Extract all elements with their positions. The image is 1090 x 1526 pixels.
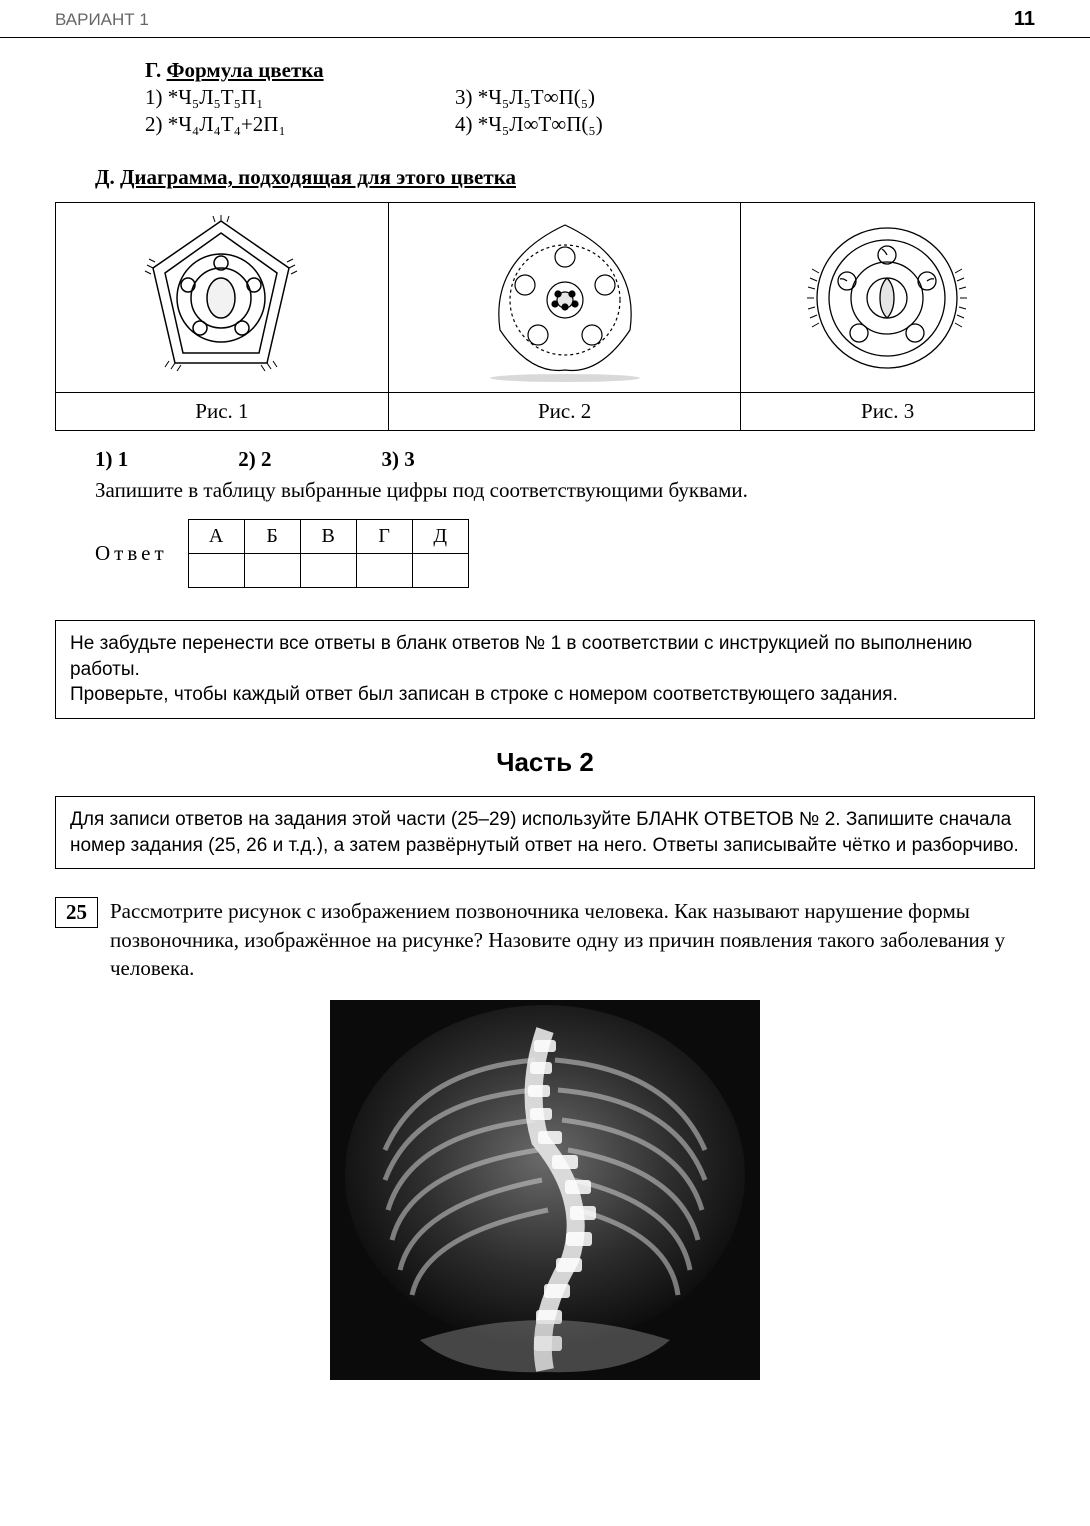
col-d: Д (412, 520, 468, 554)
answer-table: А Б В Г Д (188, 519, 469, 588)
choice-1: 1) 1 (95, 447, 128, 472)
diagram-table: Рис. 1 Рис. 2 Рис. 3 (55, 202, 1035, 431)
answer-header-row: А Б В Г Д (188, 520, 468, 554)
page-body: Г. Формула цветка 1) *Ч₅Л₅Т₅П₁ 3) *Ч₅Л₅Т… (0, 58, 1090, 1420)
task-25: 25 Рассмотрите рисунок с изображением по… (55, 897, 1035, 982)
page-number: 11 (1014, 8, 1035, 31)
f2-text: *Ч₄Л₄Т₄+2П₁ (168, 112, 286, 136)
answer-label: Ответ (95, 541, 168, 566)
f1-num: 1) (145, 85, 168, 109)
section-g-title: Г. Формула цветка (145, 58, 1035, 83)
col-g: Г (356, 520, 412, 554)
f2-num: 2) (145, 112, 168, 136)
col-b: Б (244, 520, 300, 554)
answer-cell-a[interactable] (188, 554, 244, 588)
flower-diagram-1-icon (139, 213, 304, 383)
choices-row: 1) 1 2) 2 3) 3 (95, 447, 1035, 472)
f4-text: *Ч₅Л∞Т∞П(₅) (478, 112, 603, 136)
f4-num: 4) (455, 112, 478, 136)
answer-cell-b[interactable] (244, 554, 300, 588)
diagram-cell-2 (388, 203, 740, 393)
instruction-text: Запишите в таблицу выбранные цифры под с… (95, 478, 1035, 503)
part2-intro-text: Для записи ответов на задания этой части… (70, 809, 1019, 856)
task-25-text: Рассмотрите рисунок с изображением позво… (110, 897, 1035, 982)
spine-xray-icon (330, 1000, 760, 1380)
d-underlined: Диаграмма, подходящая для этого цветка (120, 165, 516, 189)
note-line-1: Не забудьте перенести все ответы в бланк… (70, 631, 1020, 682)
diagram-cell-3 (741, 203, 1035, 393)
note-line-2: Проверьте, чтобы каждый ответ был записа… (70, 682, 1020, 708)
diagram-cell-1 (56, 203, 389, 393)
diagram-row (56, 203, 1035, 393)
answer-cell-d[interactable] (412, 554, 468, 588)
formula-row-2: 2) *Ч₄Л₄Т₄+2П₁ 4) *Ч₅Л∞Т∞П(₅) (145, 112, 1035, 137)
formula-3: 3) *Ч₅Л₅Т∞П(₅) (455, 85, 765, 110)
caption-2: Рис. 2 (388, 393, 740, 431)
part2-intro-box: Для записи ответов на задания этой части… (55, 796, 1035, 869)
caption-row: Рис. 1 Рис. 2 Рис. 3 (56, 393, 1035, 431)
answer-block: Ответ А Б В Г Д (95, 519, 1035, 588)
f1-text: *Ч₅Л₅Т₅П₁ (168, 85, 264, 109)
f3-text: *Ч₅Л₅Т∞П(₅) (478, 85, 595, 109)
d-prefix: Д. (95, 165, 120, 189)
f3-num: 3) (455, 85, 478, 109)
page-header: ВАРИАНТ 1 11 (0, 0, 1090, 38)
col-v: В (300, 520, 356, 554)
choice-2: 2) 2 (238, 447, 271, 472)
choice-3: 3) 3 (382, 447, 415, 472)
formula-4: 4) *Ч₅Л∞Т∞П(₅) (455, 112, 765, 137)
section-d-title: Д. Диаграмма, подходящая для этого цветк… (95, 165, 1035, 190)
answer-input-row (188, 554, 468, 588)
section-g: Г. Формула цветка 1) *Ч₅Л₅Т₅П₁ 3) *Ч₅Л₅Т… (145, 58, 1035, 137)
variant-label: ВАРИАНТ 1 (55, 10, 149, 30)
title-underlined: Формула цветка (167, 58, 324, 82)
xray-image (330, 1000, 760, 1380)
task-number-box: 25 (55, 897, 98, 928)
caption-1: Рис. 1 (56, 393, 389, 431)
transfer-note-box: Не забудьте перенести все ответы в бланк… (55, 620, 1035, 719)
part2-title: Часть 2 (55, 747, 1035, 778)
formula-row-1: 1) *Ч₅Л₅Т₅П₁ 3) *Ч₅Л₅Т∞П(₅) (145, 85, 1035, 110)
caption-3: Рис. 3 (741, 393, 1035, 431)
flower-diagram-3-icon (800, 213, 975, 383)
title-prefix: Г. (145, 58, 167, 82)
flower-diagram-2-icon (470, 210, 660, 385)
formula-2: 2) *Ч₄Л₄Т₄+2П₁ (145, 112, 455, 137)
answer-cell-v[interactable] (300, 554, 356, 588)
formula-1: 1) *Ч₅Л₅Т₅П₁ (145, 85, 455, 110)
answer-cell-g[interactable] (356, 554, 412, 588)
col-a: А (188, 520, 244, 554)
